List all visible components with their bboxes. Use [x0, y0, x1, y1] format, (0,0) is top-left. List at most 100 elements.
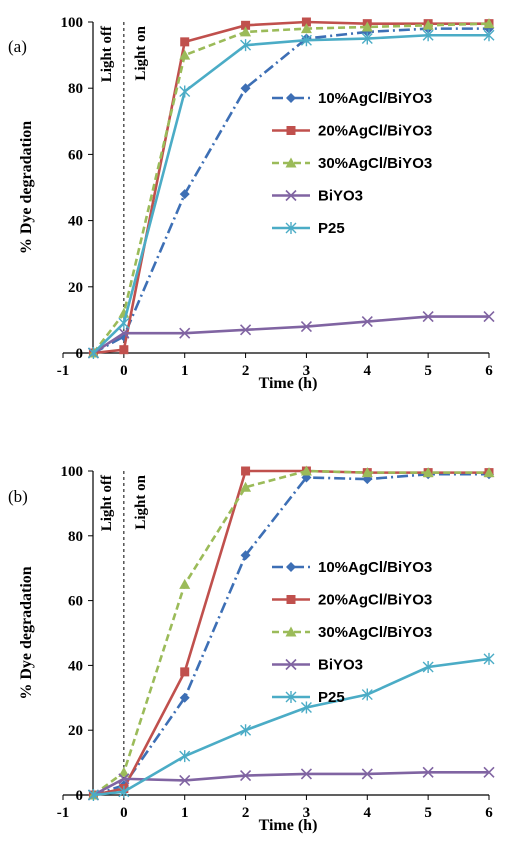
data-point [483, 467, 495, 478]
x-tick-label: 2 [242, 363, 250, 379]
legend-marker [285, 691, 297, 703]
data-point [361, 315, 373, 328]
data-point [361, 32, 373, 45]
data-point [483, 18, 495, 29]
series-20%AgCl/BiYO3 [88, 17, 494, 358]
data-point [179, 49, 191, 60]
legend-marker [286, 93, 296, 103]
series-10%AgCl/BiYO3 [88, 23, 494, 358]
x-tick-label: 5 [424, 363, 432, 379]
light-on-label: Light on [133, 474, 149, 529]
data-point [179, 774, 191, 786]
y-axis-title: % Dye degradation [18, 566, 35, 699]
x-tick-label: -1 [57, 363, 70, 379]
x-tick-label: 1 [181, 805, 189, 821]
legend: 10%AgCl/BiYO3 20%AgCl/BiYO3 30%AgCl/BiYO3 B… [272, 559, 432, 706]
data-point [180, 37, 190, 47]
data-point [118, 327, 130, 339]
series-30%AgCl/BiYO3 [87, 18, 495, 358]
data-point [240, 324, 252, 336]
data-point [240, 481, 252, 492]
data-point [240, 39, 252, 52]
data-point [240, 83, 251, 94]
data-point [87, 789, 99, 801]
legend-entry: 10%AgCl/BiYO3 [318, 559, 432, 576]
data-point [118, 785, 130, 798]
data-point [361, 21, 373, 32]
series-line [92, 771, 489, 797]
data-point [300, 768, 312, 780]
data-point [179, 578, 191, 589]
x-tick-label: 6 [485, 363, 493, 379]
data-point [179, 189, 190, 200]
data-point [300, 320, 312, 333]
y-tick-label: 40 [68, 658, 83, 674]
data-point [240, 769, 252, 782]
data-point [240, 26, 252, 37]
series-P25 [87, 652, 495, 801]
data-point [483, 311, 495, 323]
data-point [118, 317, 130, 330]
legend-entry: 20%AgCl/BiYO3 [318, 592, 432, 609]
y-tick-label: 60 [68, 594, 83, 610]
light-off-label: Light off [99, 474, 115, 531]
y-tick-label: 20 [68, 723, 83, 739]
y-axis-title: % Dye degradation [18, 121, 35, 254]
series-line [92, 33, 489, 354]
panel-label: (a) [8, 37, 27, 56]
y-tick-label: 100 [61, 15, 84, 31]
series-BiYO3 [87, 766, 495, 801]
y-tick-label: 0 [76, 346, 84, 362]
data-point [483, 29, 495, 42]
legend-marker [286, 126, 296, 135]
data-point [118, 766, 130, 777]
legend-entry: BiYO3 [318, 188, 363, 205]
data-point [361, 688, 373, 701]
data-point [483, 652, 495, 665]
panel-label: (b) [8, 487, 28, 506]
data-point [422, 311, 434, 323]
x-tick-label: 3 [303, 805, 311, 821]
data-point [179, 750, 191, 763]
series-line [92, 27, 489, 355]
data-point [119, 345, 129, 355]
x-tick-label: 1 [181, 363, 189, 379]
light-off-label: Light off [99, 25, 115, 82]
data-point [240, 724, 252, 737]
data-point [300, 34, 312, 47]
legend-marker [285, 626, 297, 637]
data-point [422, 661, 434, 674]
data-point [240, 550, 251, 561]
data-point [300, 701, 312, 714]
data-point [241, 466, 251, 476]
legend-marker [286, 595, 296, 604]
series-line [92, 469, 489, 797]
legend-marker [285, 222, 297, 234]
x-tick-label: 5 [424, 805, 432, 821]
series-line [93, 20, 489, 355]
series-line [92, 22, 490, 354]
x-tick-label: 0 [120, 805, 128, 821]
legend-entry: 20%AgCl/BiYO3 [318, 123, 432, 140]
y-tick-label: 100 [61, 464, 84, 480]
legend-entry: P25 [318, 220, 345, 237]
x-tick-label: 6 [485, 805, 493, 821]
series-BiYO3 [87, 311, 495, 359]
y-tick-label: 60 [68, 147, 83, 163]
data-point [300, 23, 312, 34]
legend-entry: P25 [318, 689, 345, 706]
legend: 10%AgCl/BiYO3 20%AgCl/BiYO3 30%AgCl/BiYO3 B… [272, 90, 432, 237]
data-point [241, 20, 251, 30]
data-point [422, 766, 434, 778]
data-point [483, 766, 495, 778]
x-tick-label: 2 [242, 805, 250, 821]
data-point [179, 327, 191, 339]
x-tick-label: 0 [120, 363, 128, 379]
data-point [422, 19, 434, 30]
y-tick-label: 80 [68, 81, 83, 97]
series-line [92, 315, 489, 355]
x-tick-label: 4 [364, 805, 372, 821]
legend-marker [285, 157, 297, 168]
